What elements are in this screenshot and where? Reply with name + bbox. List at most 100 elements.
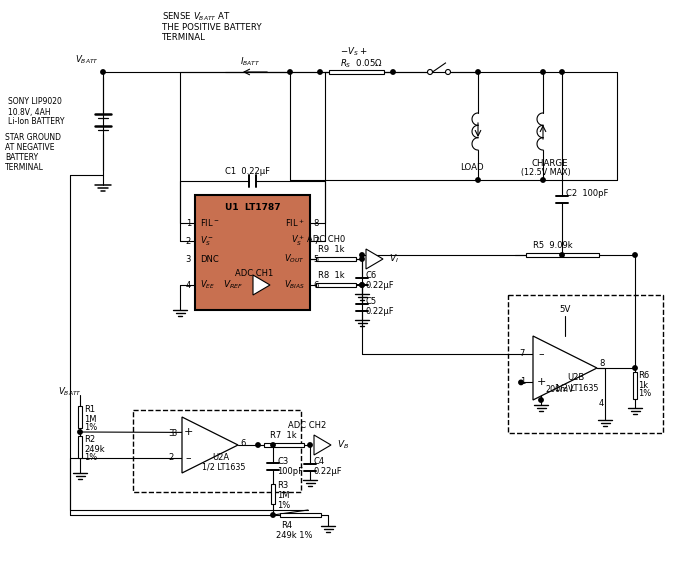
Bar — [508, 295, 663, 433]
Text: $V_{BATT}$: $V_{BATT}$ — [58, 386, 82, 398]
Circle shape — [391, 70, 395, 74]
Text: ADC CH1: ADC CH1 — [235, 269, 273, 278]
Text: C5: C5 — [366, 297, 377, 306]
Text: U1  LT1787: U1 LT1787 — [224, 203, 280, 212]
Text: $V_{OUT}$: $V_{OUT}$ — [284, 253, 305, 265]
Circle shape — [476, 178, 480, 182]
Circle shape — [633, 366, 637, 370]
Text: 2: 2 — [169, 453, 174, 462]
Text: TERMINAL: TERMINAL — [162, 34, 206, 42]
Bar — [526, 253, 599, 257]
Text: $V_S^+$: $V_S^+$ — [291, 234, 305, 248]
Text: SENSE $V_{BATT}$ AT: SENSE $V_{BATT}$ AT — [162, 11, 231, 23]
Circle shape — [360, 283, 365, 287]
Text: 1: 1 — [520, 378, 525, 387]
Text: 0.22μF: 0.22μF — [314, 467, 343, 476]
Text: CHARGE: CHARGE — [531, 159, 567, 168]
Text: 3: 3 — [169, 428, 174, 437]
Text: 100pF: 100pF — [277, 467, 303, 476]
Circle shape — [360, 253, 365, 257]
Circle shape — [78, 430, 82, 434]
Text: 6: 6 — [313, 280, 319, 289]
Text: FIL$^+$: FIL$^+$ — [285, 217, 305, 229]
Text: 1/2 LT1635: 1/2 LT1635 — [555, 383, 599, 392]
Polygon shape — [533, 336, 597, 400]
Text: 10.8V, 4AH: 10.8V, 4AH — [8, 108, 51, 117]
Text: $-V_S$ +: $-V_S$ + — [340, 46, 368, 58]
Text: $I_{BATT}$: $I_{BATT}$ — [240, 56, 261, 68]
Circle shape — [318, 70, 322, 74]
Bar — [316, 257, 355, 261]
Text: 1%: 1% — [84, 423, 98, 432]
Text: 1%: 1% — [638, 390, 651, 399]
Text: R9  1k: R9 1k — [318, 245, 344, 254]
Text: R6: R6 — [638, 372, 649, 381]
Text: ADC CH2: ADC CH2 — [288, 421, 326, 430]
Text: ADC CH0: ADC CH0 — [307, 235, 345, 244]
Text: 1k: 1k — [638, 381, 648, 390]
Text: $V_{EE}$: $V_{EE}$ — [200, 279, 215, 291]
Bar — [78, 436, 82, 458]
Circle shape — [308, 443, 312, 447]
Text: BATTERY: BATTERY — [5, 154, 38, 163]
Bar — [270, 484, 275, 504]
Circle shape — [360, 257, 365, 261]
Text: 2: 2 — [185, 236, 191, 245]
Polygon shape — [182, 417, 238, 473]
Circle shape — [360, 283, 365, 287]
Text: C3: C3 — [277, 458, 289, 467]
Polygon shape — [253, 275, 270, 295]
Text: +: + — [536, 377, 546, 387]
Text: 1M: 1M — [277, 490, 289, 499]
Circle shape — [541, 70, 545, 74]
Text: +: + — [183, 427, 192, 437]
Bar — [133, 410, 301, 492]
Circle shape — [541, 178, 545, 182]
Polygon shape — [314, 435, 331, 455]
Text: THE POSITIVE BATTERY: THE POSITIVE BATTERY — [162, 23, 261, 32]
Text: C4: C4 — [314, 458, 325, 467]
Circle shape — [427, 69, 433, 74]
Text: 0.22μF: 0.22μF — [366, 307, 395, 316]
Bar — [316, 283, 355, 287]
Text: 249k: 249k — [84, 445, 105, 454]
Text: TERMINAL: TERMINAL — [5, 163, 44, 172]
Text: R2: R2 — [84, 436, 95, 445]
Text: STAR GROUND: STAR GROUND — [5, 132, 61, 141]
Text: 1%: 1% — [84, 454, 98, 462]
Circle shape — [271, 443, 275, 447]
Circle shape — [476, 70, 480, 74]
Circle shape — [539, 398, 543, 402]
Text: $V_{BATT}$: $V_{BATT}$ — [75, 53, 99, 66]
Circle shape — [288, 70, 292, 74]
Circle shape — [101, 70, 105, 74]
Text: 7: 7 — [313, 236, 319, 245]
Circle shape — [560, 70, 564, 74]
Text: $V_S^-$: $V_S^-$ — [200, 234, 214, 248]
Text: 0.22μF: 0.22μF — [366, 282, 395, 291]
Text: $V_I$: $V_I$ — [389, 253, 399, 265]
Text: 249k 1%: 249k 1% — [276, 530, 312, 539]
Bar — [633, 372, 637, 399]
Bar — [264, 443, 304, 447]
Circle shape — [633, 253, 637, 257]
Text: $V_{REF}$: $V_{REF}$ — [223, 279, 243, 291]
Text: R1: R1 — [84, 405, 95, 414]
Text: 5V: 5V — [559, 306, 570, 315]
Text: –: – — [538, 348, 544, 359]
Text: 3: 3 — [171, 428, 177, 437]
Text: C6: C6 — [366, 271, 377, 280]
Text: $V_B$: $V_B$ — [337, 439, 349, 452]
Text: 6: 6 — [240, 439, 245, 448]
Text: 1%: 1% — [277, 501, 290, 510]
Text: R4: R4 — [281, 521, 292, 529]
Text: –: – — [185, 453, 191, 463]
Text: Li-Ion BATTERY: Li-Ion BATTERY — [8, 118, 65, 127]
Text: 4: 4 — [185, 280, 191, 289]
Bar — [279, 513, 321, 517]
Text: DNC: DNC — [200, 254, 219, 263]
Text: 1: 1 — [185, 218, 191, 227]
Text: R8  1k: R8 1k — [318, 271, 344, 280]
Polygon shape — [366, 249, 383, 269]
Text: 7: 7 — [520, 350, 525, 359]
